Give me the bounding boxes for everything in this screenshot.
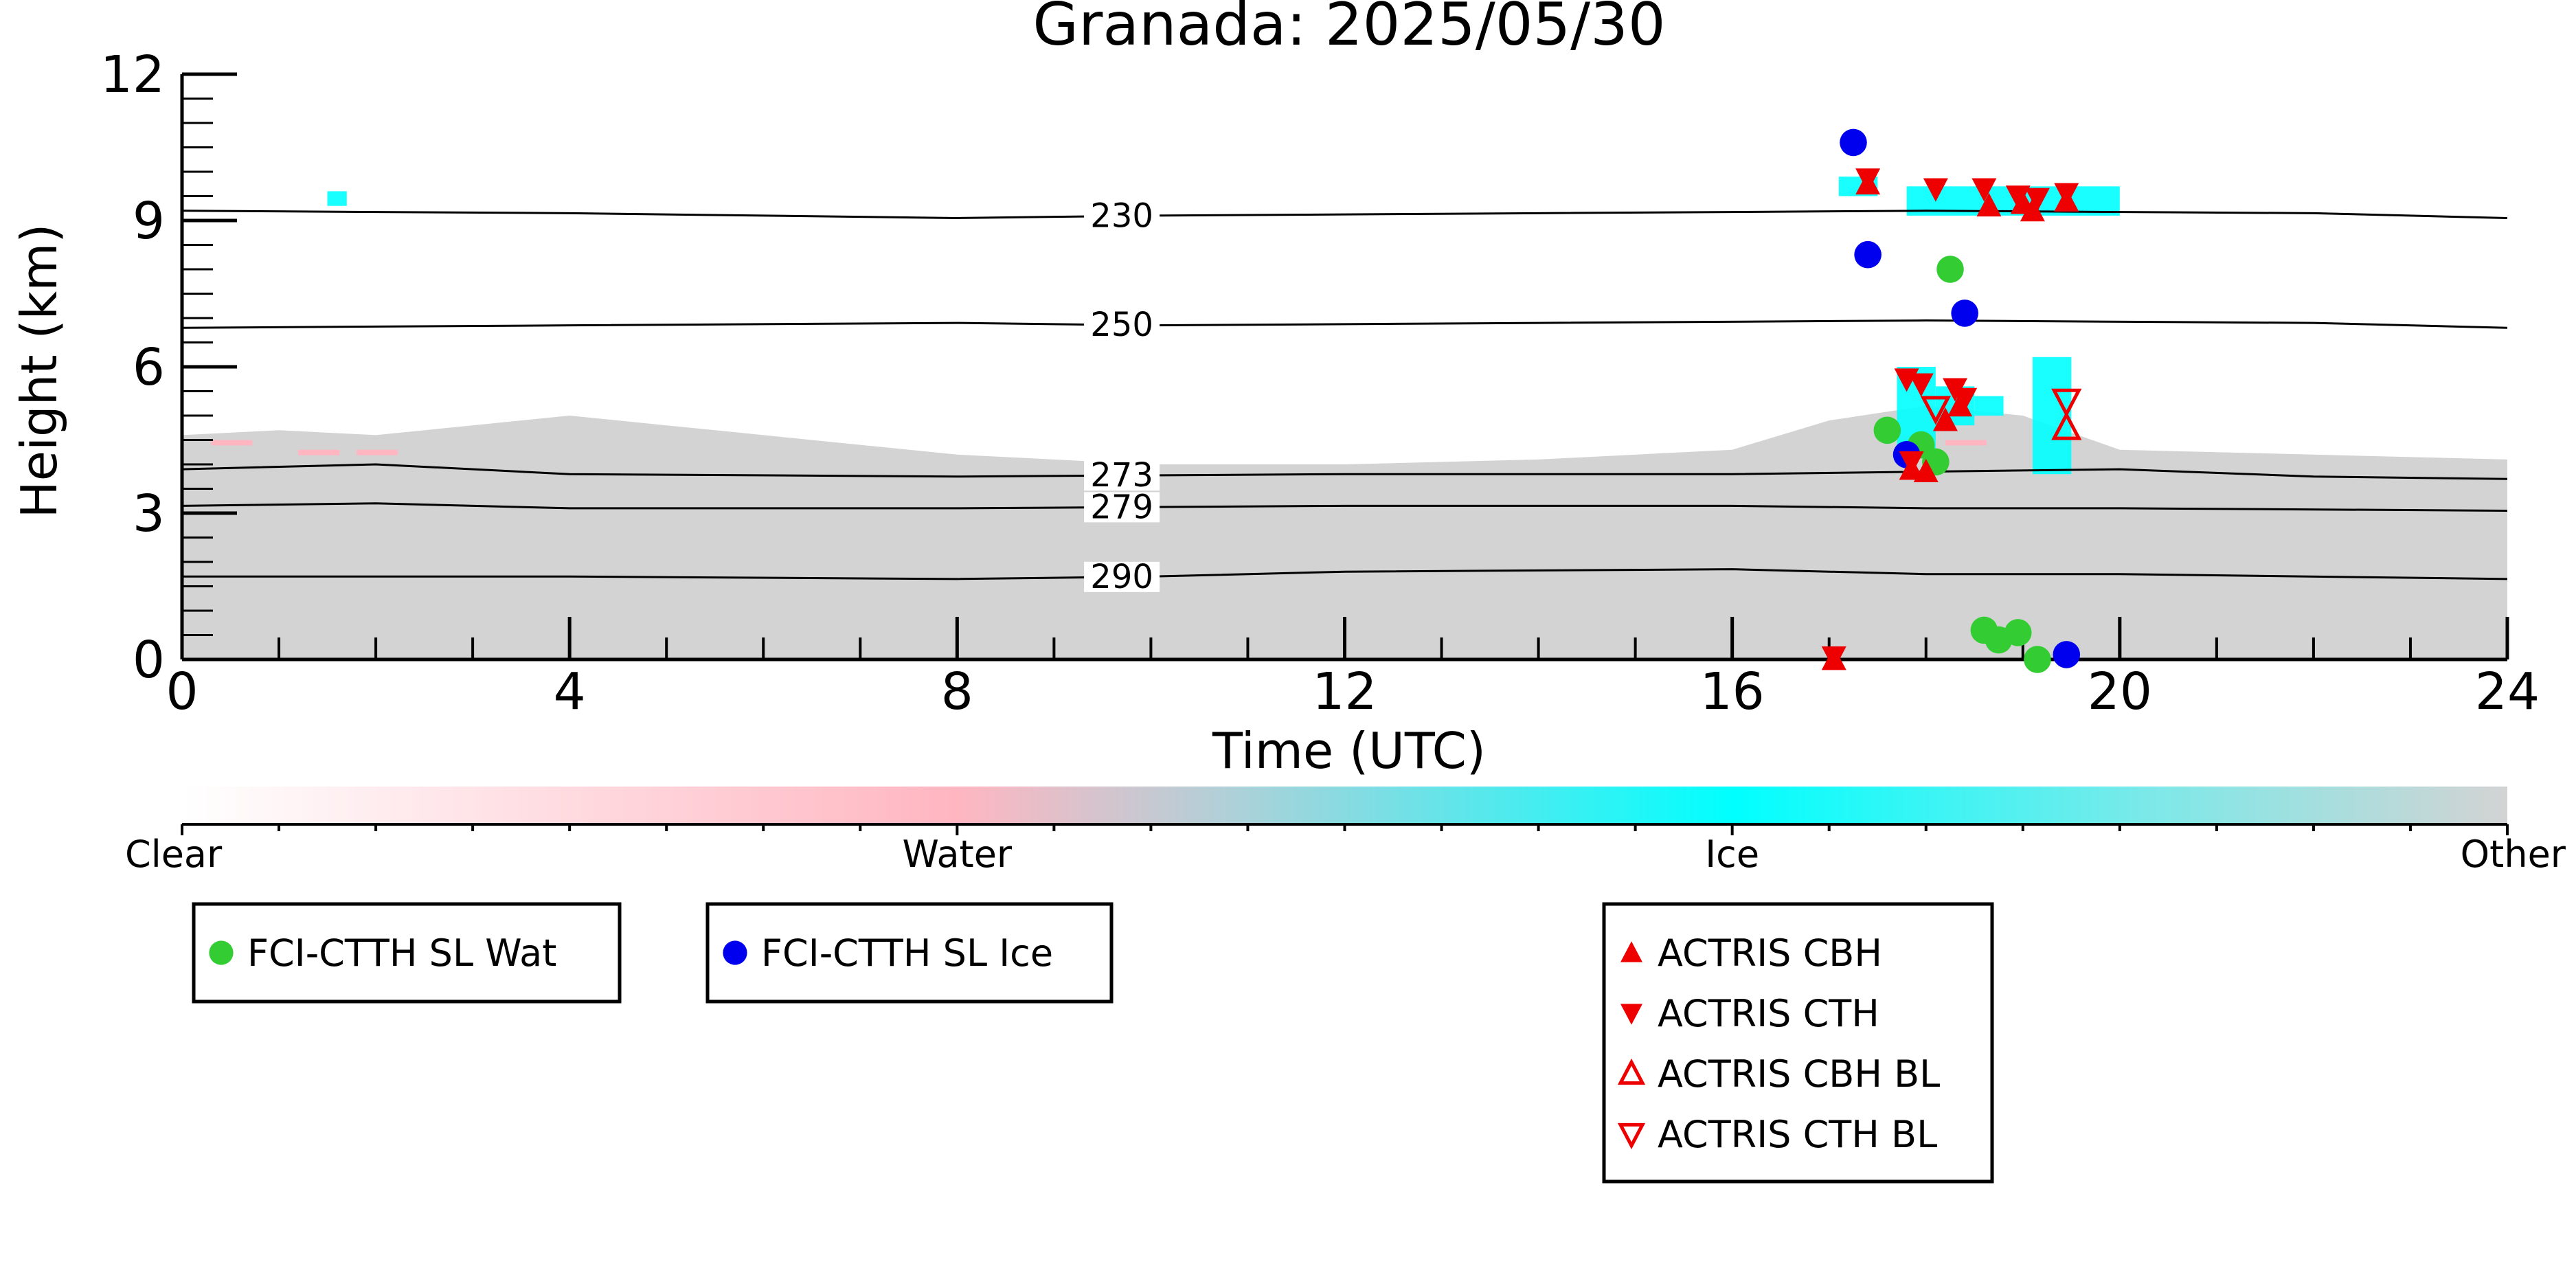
fci-ctth-sl-wat-point xyxy=(2004,619,2032,646)
legend-label: ACTRIS CTH xyxy=(1658,992,1879,1035)
fci-ctth-sl-ice-point xyxy=(1951,300,1978,327)
contour-label: 279 xyxy=(1090,488,1153,526)
colorbar-gradient xyxy=(182,787,2507,824)
contour-label-bg xyxy=(1084,201,1160,231)
legend-marker xyxy=(723,940,747,965)
x-tick-label: 12 xyxy=(1312,662,1377,721)
actris-cth-point xyxy=(1899,451,1924,475)
water-patch xyxy=(211,440,253,446)
x-axis-label: Time (UTC) xyxy=(1212,722,1486,780)
contour-line-279 xyxy=(181,502,2508,512)
contour-label-bg xyxy=(1084,310,1160,341)
legend-box: FCI-CTTH SL Wat xyxy=(192,902,622,1004)
x-tick-label: 16 xyxy=(1700,662,1765,721)
ice-patch xyxy=(327,191,347,206)
axes: 0 3 6 9 12 0 4 8 12 16 20 24 xyxy=(100,45,2540,721)
contour-line-290 xyxy=(182,568,2508,580)
y-tick-label: 12 xyxy=(100,45,165,104)
colorbar-label: Clear xyxy=(125,833,223,876)
actris-cth-point xyxy=(2054,183,2079,207)
water-patch xyxy=(298,449,340,455)
contour-line-230 xyxy=(181,210,2508,219)
legend-marker xyxy=(1620,1004,1642,1025)
phase-colorbar: Clear Water Ice Other xyxy=(125,787,2566,876)
actris-cth-point xyxy=(1923,178,1948,202)
fci-ctth-sl-wat-point xyxy=(1873,416,1901,444)
legends: FCI-CTTH SL Wat FCI-CTTH SL Ice ACTRIS CBH… xyxy=(192,902,1994,1184)
fci-ctth-sl-ice-point xyxy=(1854,240,1882,269)
legend-marker xyxy=(1620,941,1642,962)
actris-cth-point xyxy=(1971,178,1997,202)
contour-line-250 xyxy=(181,319,2508,329)
y-axis-label: Height (km) xyxy=(10,224,68,519)
legend-frame xyxy=(1602,902,1994,1184)
actris-cth-point xyxy=(1855,168,1881,192)
ice-patch xyxy=(1974,396,2004,416)
actris-cth-bl-point xyxy=(1920,396,1951,425)
legend-marker xyxy=(1617,1058,1646,1085)
legend-label: FCI-CTTH SL Ice xyxy=(761,931,1053,975)
fci-ctth-sl-ice-point xyxy=(2053,641,2081,668)
colorbar-label: Other xyxy=(2461,833,2566,876)
contour-label-bg xyxy=(1084,460,1160,491)
contour-line-273 xyxy=(181,463,2508,480)
legend-box: ACTRIS CBH ACTRIS CTH ACTRIS CBH BL ACTRIS … xyxy=(1602,902,1994,1184)
actris-cbh-point xyxy=(2020,197,2045,222)
legend-label: ACTRIS CTH BL xyxy=(1658,1113,1937,1156)
actris-cbh-point xyxy=(1932,407,1958,431)
y-tick-label: 0 xyxy=(133,631,165,690)
actris-cth-point xyxy=(1908,373,1934,397)
legend-marker xyxy=(209,940,234,965)
legend-label: FCI-CTTH SL Wat xyxy=(247,931,556,975)
y-tick-label: 3 xyxy=(133,484,165,543)
chart-title: Granada: 2025/05/30 xyxy=(1032,0,1665,59)
actris-cth-point xyxy=(2024,188,2050,212)
x-tick-label: 4 xyxy=(554,662,586,721)
y-tick-label: 9 xyxy=(133,192,165,251)
contour-label: 250 xyxy=(1090,306,1153,344)
contour-label: 273 xyxy=(1090,456,1153,495)
actris-cbh-bl-point xyxy=(2051,411,2082,440)
contour-label-bg xyxy=(1084,492,1160,523)
actris-cbh-point xyxy=(1913,458,1939,483)
actris-cbh-point xyxy=(1947,392,1973,417)
x-tick-label: 20 xyxy=(2088,662,2152,721)
contour-label: 290 xyxy=(1090,558,1153,596)
y-tick-label: 6 xyxy=(133,338,165,397)
legend-box: FCI-CTTH SL Ice xyxy=(705,902,1114,1004)
x-tick-label: 0 xyxy=(166,662,198,721)
water-patch xyxy=(1945,440,1987,446)
fci-ctth-sl-wat-point xyxy=(1936,256,1964,283)
fci-ctth-sl-ice-point xyxy=(1840,128,1867,157)
colorbar-label: Water xyxy=(903,833,1013,876)
legend-frame xyxy=(192,902,622,1004)
x-tick-label: 8 xyxy=(941,662,973,721)
legend-frame xyxy=(705,902,1114,1004)
legend-label: ACTRIS CBH BL xyxy=(1658,1052,1940,1096)
x-tick-label: 24 xyxy=(2475,662,2540,721)
water-patch xyxy=(356,449,398,455)
actris-cth-bl-point xyxy=(2051,388,2082,418)
contour-label: 230 xyxy=(1090,196,1153,235)
actris-cbh-point xyxy=(1976,192,2002,217)
actris-cth-point xyxy=(1952,387,1978,411)
markers xyxy=(1821,128,2082,673)
colorbar-label: Ice xyxy=(1705,833,1759,876)
legend-label: ACTRIS CBH xyxy=(1658,931,1882,975)
actris-cth-point xyxy=(2005,185,2031,210)
contour-label-bg xyxy=(1084,561,1160,592)
actris-cth-point xyxy=(1821,646,1846,670)
plot-area xyxy=(182,177,2507,659)
fci-ctth-sl-wat-point xyxy=(2024,646,2051,673)
legend-marker xyxy=(1617,1122,1646,1150)
